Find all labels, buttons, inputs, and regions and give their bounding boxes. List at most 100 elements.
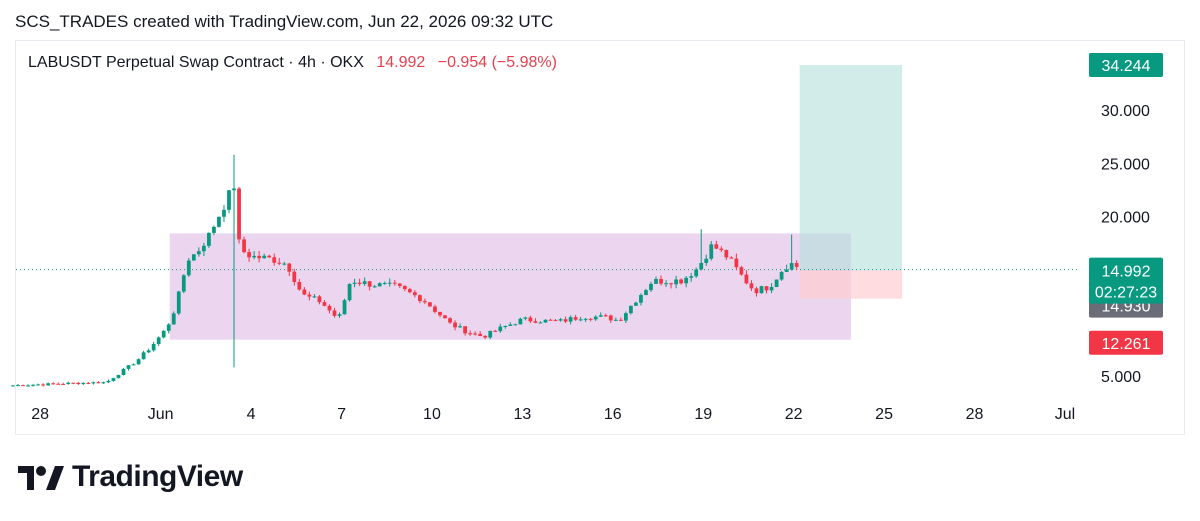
candle-body xyxy=(36,384,40,386)
candle-body xyxy=(362,281,367,284)
candle-body xyxy=(548,319,553,321)
candle-body xyxy=(141,352,146,360)
legend-symbol: LABUSDT Perpetual Swap Contract xyxy=(28,54,284,71)
candle-body xyxy=(468,333,473,335)
legend-change: −0.954 (−5.98%) xyxy=(437,54,557,71)
last-price-badge-bg xyxy=(1089,257,1163,304)
candle-body xyxy=(186,260,191,276)
legend-price: 14.992 xyxy=(376,54,426,71)
candle-body xyxy=(674,279,678,285)
legend-exchange: OKX xyxy=(330,54,364,71)
x-tick-label: Jun xyxy=(148,406,174,423)
candle-body xyxy=(423,301,427,303)
candle-body xyxy=(237,188,241,240)
last-price-badge: 14.992 xyxy=(1102,264,1151,281)
candle-body xyxy=(101,382,106,384)
x-tick-label: Jul xyxy=(1055,406,1075,423)
candle-body xyxy=(332,310,337,316)
candle-body xyxy=(317,296,322,303)
x-tick-label: 4 xyxy=(247,406,256,423)
candle-body xyxy=(503,325,508,327)
y-tick-label: 25.000 xyxy=(1101,156,1150,173)
candle-body xyxy=(307,294,312,297)
candle-body xyxy=(121,368,126,375)
candle-body xyxy=(267,255,272,258)
target-zone[interactable] xyxy=(799,64,903,271)
candle-body xyxy=(111,378,116,381)
candle-body xyxy=(126,365,131,369)
candle-body xyxy=(222,209,226,217)
candle-body xyxy=(588,318,593,320)
candle-body xyxy=(598,315,603,317)
candle-body xyxy=(513,324,518,326)
candle-body xyxy=(649,283,653,291)
candle-body xyxy=(327,305,332,311)
candle-body xyxy=(367,281,372,287)
candle-body xyxy=(709,244,714,259)
candle-body xyxy=(493,330,498,332)
candle-body xyxy=(61,383,66,385)
candle-body xyxy=(176,291,181,314)
candle-body xyxy=(634,302,638,306)
x-tick-label: 13 xyxy=(513,406,531,423)
target-price-badge-bg xyxy=(1089,52,1163,77)
candle-body xyxy=(21,385,25,387)
candle-body xyxy=(352,282,357,284)
candle-body xyxy=(397,283,402,286)
candle-body xyxy=(764,286,769,291)
candle-body xyxy=(81,382,86,385)
candle-body xyxy=(714,244,719,249)
candle-body xyxy=(136,359,141,365)
x-tick-label: 19 xyxy=(694,406,712,423)
candle-body xyxy=(573,317,578,320)
candle-body xyxy=(774,279,779,288)
x-tick-label: 28 xyxy=(966,406,984,423)
candle-body xyxy=(453,322,457,328)
candle-body xyxy=(257,255,262,259)
candle-body xyxy=(488,330,493,338)
candle-body xyxy=(26,385,30,387)
candle-body xyxy=(116,374,121,379)
candle-body xyxy=(644,290,648,296)
x-tick-label: 7 xyxy=(337,406,346,423)
candle-body xyxy=(322,302,327,306)
candle-body xyxy=(428,302,432,307)
candle-body xyxy=(247,252,251,258)
candle-body xyxy=(664,283,668,285)
candle-body xyxy=(739,267,744,275)
candle-body xyxy=(769,287,774,291)
candle-body xyxy=(377,283,382,287)
tradingview-logo-icon xyxy=(18,466,64,490)
candle-body xyxy=(46,383,51,386)
candle-body xyxy=(613,319,618,321)
x-tick-label: 10 xyxy=(423,406,441,423)
candle-body xyxy=(387,282,392,284)
candle-body xyxy=(518,318,523,325)
candle-body xyxy=(302,289,307,295)
x-tick-label: 25 xyxy=(875,406,893,423)
candle-body xyxy=(603,315,608,317)
candle-body xyxy=(76,382,81,385)
candle-body xyxy=(659,278,663,284)
target-price-badge: 34.244 xyxy=(1102,58,1151,75)
candle-body xyxy=(297,282,302,290)
brand-name: TradingView xyxy=(72,460,243,493)
candle-body xyxy=(679,279,684,284)
range-rectangle[interactable] xyxy=(169,233,851,340)
candle-body xyxy=(242,239,246,253)
candle-body xyxy=(151,344,156,351)
candle-body xyxy=(438,311,442,316)
candle-body xyxy=(629,305,633,314)
candle-body xyxy=(227,190,231,210)
candle-body xyxy=(207,232,211,246)
candle-body xyxy=(312,296,317,298)
candle-body xyxy=(31,384,35,386)
candle-body xyxy=(478,333,483,336)
candle-body xyxy=(272,257,277,263)
candle-body xyxy=(11,385,15,387)
candle-body xyxy=(543,319,548,323)
tradingview-logo[interactable]: TradingView xyxy=(18,460,243,494)
chart-legend: LABUSDT Perpetual Swap Contract · 4h · O… xyxy=(28,54,557,71)
stop-zone[interactable] xyxy=(799,270,903,299)
